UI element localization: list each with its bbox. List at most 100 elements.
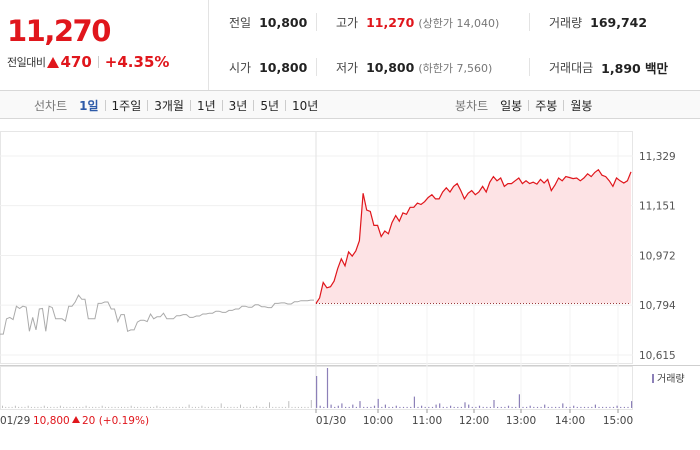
stat-amount: 거래대금 1,890 백만: [549, 45, 668, 90]
period-tab[interactable]: 1주일: [111, 98, 142, 113]
volume-bar: [569, 406, 571, 408]
volume-bar: [388, 406, 390, 408]
volume-bar: [85, 405, 87, 408]
volume-bar: [316, 376, 318, 408]
up-triangle-icon: [72, 416, 80, 423]
volume-bar: [442, 406, 444, 408]
volume-bar: [191, 406, 193, 408]
volume-bar: [169, 406, 171, 408]
volume-bar: [366, 406, 368, 408]
volume-bar: [460, 406, 462, 408]
volume-bar: [457, 406, 459, 408]
stat-label: 저가: [336, 61, 359, 75]
stat-label: 거래량: [549, 16, 583, 30]
volume-bar: [111, 406, 113, 408]
volume-bar: [56, 406, 58, 408]
volume-bar: [137, 406, 139, 408]
intraday-chart: 11,329 11,151 10,972 10,794 10,615 거래량 01/29 10…: [0, 119, 700, 450]
x-tick-label: 11:00: [412, 415, 442, 427]
volume-bar: [101, 405, 103, 408]
period-tab[interactable]: 1년: [196, 98, 216, 113]
tab-divider: [189, 99, 191, 111]
tab-divider: [285, 99, 287, 111]
tab-divider: [104, 99, 106, 111]
volume-bar: [576, 406, 578, 408]
volume-bar: [583, 406, 586, 408]
candle-tab[interactable]: 일봉: [500, 98, 523, 113]
volume-bar: [127, 406, 129, 408]
volume-bar: [384, 404, 386, 408]
volume-bar: [533, 406, 535, 408]
volume-bar: [53, 406, 55, 408]
volume-bar: [150, 406, 151, 408]
period-tab[interactable]: 10년: [292, 98, 319, 113]
y-tick-label: 10,615: [639, 350, 676, 362]
volume-bar: [124, 406, 126, 408]
volume-bar: [355, 406, 357, 408]
stat-low: 저가 10,800 (하한가 7,560): [336, 45, 492, 90]
volume-bar: [5, 406, 7, 408]
volume-bar: [526, 406, 528, 408]
candle-tab[interactable]: 주봉: [535, 98, 558, 113]
change-divider: [97, 56, 99, 68]
period-tab[interactable]: 1일: [79, 98, 99, 113]
period-tab[interactable]: 3년: [228, 98, 248, 113]
volume-bar: [431, 406, 434, 408]
volume-bar: [453, 406, 455, 408]
volume-bar: [104, 406, 106, 408]
volume-bar: [130, 405, 132, 408]
volume-bar: [627, 406, 629, 408]
volume-bar: [198, 406, 200, 408]
volume-bar: [341, 403, 343, 408]
y-tick-label: 11,151: [639, 201, 676, 213]
volume-bar: [178, 406, 180, 408]
x-tick-label: 12:00: [459, 415, 489, 427]
period-tab[interactable]: 3개월: [154, 98, 184, 113]
volume-bar: [63, 406, 65, 408]
volume-bar: [544, 404, 546, 408]
upper-limit: (상한가 14,040): [418, 16, 500, 30]
tab-divider: [528, 99, 530, 111]
volume-bar: [310, 400, 312, 408]
volume-legend-label: 거래량: [657, 373, 685, 385]
volume-bar: [529, 405, 531, 408]
volume-bar: [482, 406, 484, 408]
volume-bar: [359, 401, 361, 408]
volume-bar: [40, 406, 42, 408]
volume-bar: [551, 406, 553, 408]
volume-bar: [256, 405, 258, 408]
volume-bar: [326, 368, 329, 408]
volume-bar: [558, 406, 560, 408]
volume-bar: [381, 406, 383, 408]
volume-bar: [175, 406, 177, 408]
period-tab[interactable]: 5년: [260, 98, 280, 113]
stat-label: 거래대금: [549, 61, 594, 75]
volume-bar: [18, 406, 20, 408]
volume-bar: [297, 406, 299, 408]
volume-bar: [562, 403, 564, 408]
volume-bar: [518, 394, 520, 408]
volume-bar: [259, 406, 261, 408]
volume-bar: [30, 406, 32, 408]
prev-day-date-label: 01/29: [0, 415, 30, 427]
change-amount: 470: [60, 53, 92, 71]
volume-bar: [201, 405, 203, 408]
volume-bar: [486, 406, 488, 408]
tab-divider: [563, 99, 565, 111]
volume-bar: [475, 406, 477, 408]
line-chart-tabs: 선차트 1일 1주일 3개월 1년 3년 5년 10년: [34, 91, 318, 119]
volume-bar: [591, 406, 593, 408]
volume-bar: [540, 406, 542, 408]
candle-tab[interactable]: 월봉: [570, 98, 593, 113]
volume-bar: [352, 404, 354, 408]
change-percent: +4.35%: [104, 53, 170, 71]
volume-bar: [79, 406, 81, 408]
volume-bar: [547, 406, 549, 408]
volume-bar: [623, 406, 625, 408]
current-price: 11,270: [7, 14, 111, 48]
volume-bar: [246, 406, 248, 408]
volume-bar: [243, 406, 245, 408]
volume-bar: [72, 406, 74, 408]
volume-bar: [555, 406, 557, 408]
quote-panel: 11,270 전일대비 470 +4.35% 전일 10,800 고가 11,2…: [0, 0, 700, 91]
